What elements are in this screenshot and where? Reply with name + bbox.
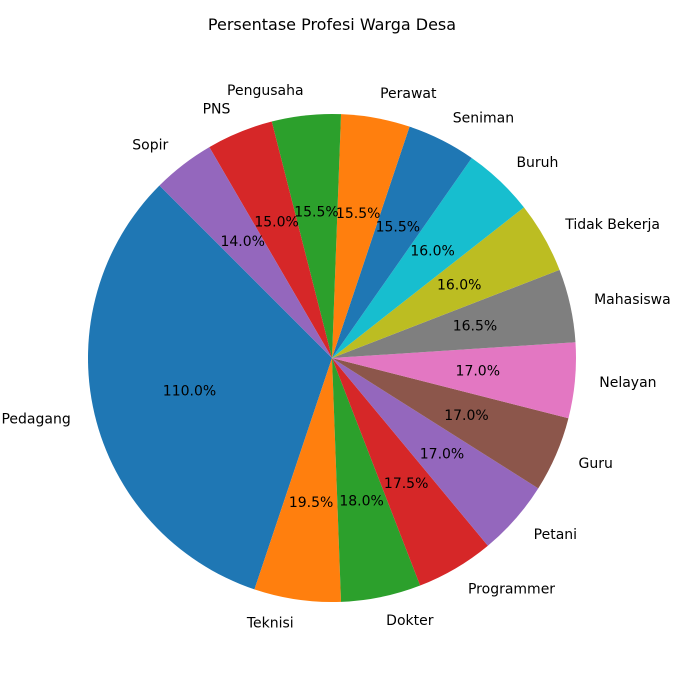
pie-slice-buruh [332, 157, 524, 358]
slice-label-pengusaha: Pengusaha [227, 83, 304, 99]
slice-label-petani: Petani [534, 527, 577, 543]
pie-slice-nelayan [332, 342, 576, 419]
slice-percentages: 110.0% 19.5% 18.0%17.5% 17.0% 17.0% 17.0% 16.5… [163, 204, 500, 510]
slice-label-guru: Guru [579, 456, 613, 472]
pie-slice-pns [209, 121, 332, 358]
slice-percent-guru: 17.0% [444, 408, 488, 424]
pie-slice-pengusaha [271, 114, 342, 358]
slice-percent-teknisi: 19.5% [289, 495, 333, 511]
pie-slices [87, 114, 576, 602]
pie-slice-dokter [332, 358, 421, 602]
pie-slice-seniman [332, 126, 472, 358]
slice-percent-perawat: 15.5% [336, 206, 380, 222]
slice-percent-petani: 17.0% [420, 447, 464, 463]
slice-percent-dokter: 18.0% [339, 493, 383, 509]
chart-title: Persentase Profesi Warga Desa [208, 15, 456, 34]
pie-slice-programmer [332, 358, 488, 586]
slice-label-dokter: Dokter [386, 613, 434, 629]
slice-labels: Pedagang Teknisi Dokter Programmer Petani Gur… [1, 83, 670, 632]
slice-label-pns: PNS [203, 102, 231, 118]
slice-label-perawat: Perawat [380, 86, 437, 102]
pie-slice-perawat [332, 114, 410, 359]
slice-percent-pedagang: 110.0% [163, 384, 216, 400]
slice-label-programmer: Programmer [468, 581, 555, 597]
slice-percent-nelayan: 17.0% [456, 364, 500, 380]
slice-percent-seniman: 15.5% [376, 219, 420, 235]
pie-slice-tidak-bekerja [332, 207, 560, 358]
slice-percent-programmer: 17.5% [384, 476, 428, 492]
slice-percent-tidak-bekerja: 16.0% [437, 278, 481, 294]
slice-percent-sopir: 14.0% [220, 234, 264, 250]
pie-slice-petani [332, 358, 539, 546]
slice-label-buruh: Buruh [516, 155, 558, 171]
slice-label-tidak-bekerja: Tidak Bekerja [564, 217, 660, 233]
slice-label-pedagang: Pedagang [1, 411, 70, 427]
pie-slice-sopir [159, 147, 332, 358]
slice-percent-mahasiswa: 16.5% [453, 318, 497, 334]
slice-percent-pengusaha: 15.5% [294, 204, 338, 220]
pie-slice-pedagang [87, 185, 332, 590]
pie-slice-mahasiswa [332, 269, 576, 358]
slice-label-sopir: Sopir [132, 137, 168, 153]
slice-label-teknisi: Teknisi [246, 616, 294, 632]
slice-percent-pns: 15.0% [254, 214, 298, 230]
slice-label-seniman: Seniman [453, 110, 514, 126]
pie-slice-teknisi [254, 358, 342, 602]
slice-label-nelayan: Nelayan [599, 375, 656, 391]
slice-percent-buruh: 16.0% [410, 244, 454, 260]
slice-label-mahasiswa: Mahasiswa [594, 292, 671, 308]
pie-slice-guru [332, 358, 569, 489]
